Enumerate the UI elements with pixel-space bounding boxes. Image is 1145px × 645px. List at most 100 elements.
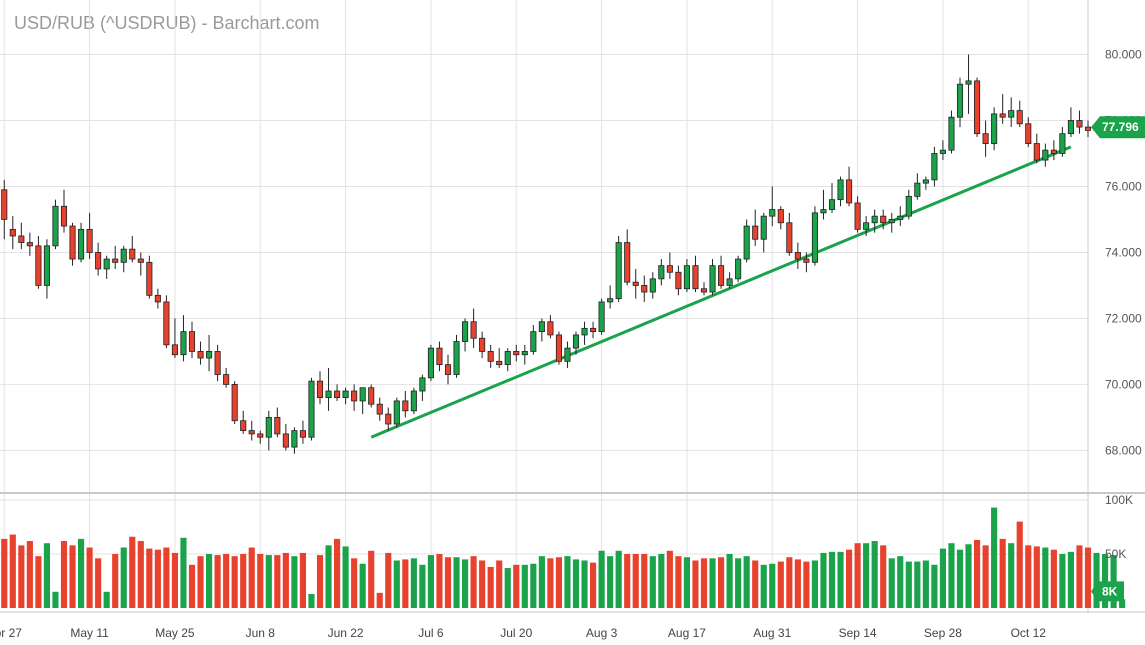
candle [265, 410, 272, 451]
candle-body-up [598, 301, 605, 333]
volume-bar [726, 554, 733, 608]
candle-body-up [265, 417, 272, 438]
volume-bar [666, 550, 673, 608]
candle-body-down [752, 225, 759, 240]
volume-bar [333, 538, 341, 608]
candle [60, 189, 68, 233]
volume-bar [880, 545, 887, 608]
candle [854, 196, 861, 233]
candle [197, 341, 204, 365]
volume-bar [1025, 545, 1032, 608]
candle-body-up [828, 199, 836, 210]
volume-bar [103, 591, 110, 608]
candle [154, 288, 161, 309]
candle-body-down [479, 337, 486, 352]
volume-bar [223, 554, 230, 608]
candle [43, 239, 50, 299]
last-value-badges: 77.796 8K [1091, 116, 1145, 602]
volume-bar [1033, 546, 1040, 608]
date-tick-label: May 11 [70, 626, 109, 640]
candle [811, 206, 818, 266]
candle-body-up [931, 153, 938, 181]
candle [598, 298, 605, 335]
date-tick-label: May 25 [155, 626, 195, 640]
volume-bar [154, 549, 161, 608]
candle-body-up [905, 195, 912, 217]
candle-body-down [137, 258, 144, 263]
candle-body-up [410, 390, 417, 412]
date-tick-label: Aug 31 [753, 626, 791, 640]
candle-body-down [999, 113, 1006, 118]
candle-body-up [103, 258, 110, 270]
volume-bar [777, 561, 784, 608]
candle-body-up [914, 182, 921, 197]
candle [69, 222, 76, 266]
candle [828, 183, 836, 213]
volume-bars-layer [1, 507, 1126, 608]
volume-bar [1119, 599, 1126, 608]
candle [9, 216, 16, 250]
candle-body-down [146, 261, 153, 296]
volume-bar [845, 549, 853, 608]
candle-body-down [368, 387, 375, 405]
candle-body-up [683, 265, 690, 290]
candle-body-up [939, 149, 946, 154]
volume-bar [786, 557, 793, 608]
candle [342, 387, 349, 405]
candle [615, 235, 622, 302]
candle [641, 275, 648, 302]
volume-bar [547, 558, 554, 608]
candle-body-down [402, 400, 409, 412]
volume-bar [1101, 554, 1109, 608]
candle-body-down [376, 403, 383, 415]
volume-bar [385, 552, 392, 608]
candle [982, 120, 989, 157]
date-tick-label: Aug 3 [586, 626, 618, 640]
volume-bar [180, 537, 187, 608]
chart-title: USD/RUB (^USDRUB) - Barchart.com [14, 13, 319, 33]
candle [444, 354, 452, 385]
candle [794, 242, 801, 269]
candle [453, 334, 460, 378]
candle [752, 209, 759, 246]
volume-bar [555, 557, 563, 608]
volume-bar [9, 534, 16, 608]
candle [504, 348, 511, 372]
candle [26, 232, 33, 256]
candle-body-down [112, 258, 119, 263]
candle [188, 321, 196, 359]
volume-bar [649, 556, 656, 608]
candle [931, 146, 938, 187]
candle [991, 107, 998, 151]
volume-bar [905, 561, 912, 608]
candle [103, 255, 110, 279]
candle [316, 371, 324, 405]
candle-body-down [154, 294, 161, 303]
volume-bar [188, 564, 196, 608]
volume-bar [1, 538, 8, 608]
candle-body-up [462, 321, 469, 342]
candle [214, 344, 221, 382]
grid-lines [0, 0, 1145, 613]
volume-bar [487, 566, 494, 608]
candle-body-up [453, 341, 460, 375]
candle [487, 344, 494, 368]
last-price-badge [1091, 116, 1145, 139]
candle [1076, 110, 1083, 134]
candle [880, 209, 887, 230]
candle [35, 235, 42, 289]
candle-body-up [359, 387, 366, 402]
candle [675, 265, 682, 296]
volume-bar [419, 564, 426, 608]
candle [709, 259, 716, 296]
volume-bar [1050, 549, 1057, 608]
volume-bar [26, 541, 33, 608]
volume-bar [402, 559, 409, 608]
candle [974, 77, 981, 137]
volume-axis: 100K 50K [1105, 493, 1133, 561]
candle [1008, 97, 1015, 128]
candle [513, 344, 520, 362]
candle-body-up [709, 265, 716, 293]
candle [95, 242, 102, 276]
volume-bar [282, 552, 289, 608]
